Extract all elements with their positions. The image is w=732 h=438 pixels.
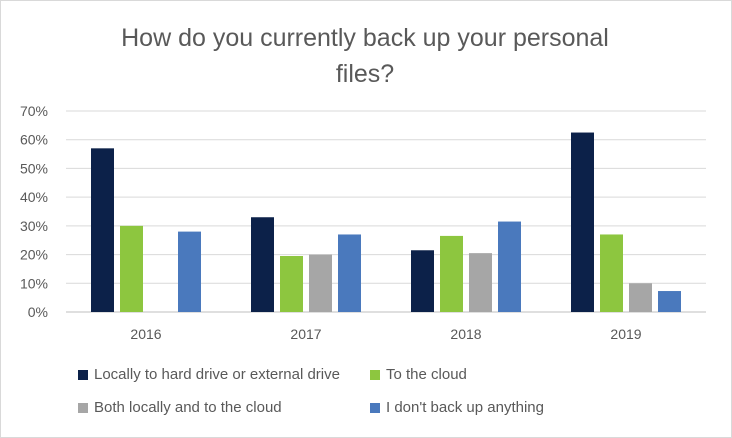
legend-item-cloud: To the cloud <box>370 366 467 383</box>
bar-2017-series-3 <box>338 234 361 312</box>
bar-2019-series-0 <box>571 132 594 312</box>
bar-2017-series-1 <box>280 256 303 312</box>
legend-item-local: Locally to hard drive or external drive <box>78 366 340 383</box>
bar-2017-series-0 <box>251 217 274 312</box>
y-tick-label: 60% <box>20 132 48 148</box>
legend-label-local: Locally to hard drive or external drive <box>94 366 340 383</box>
chart-title: How do you currently back up your person… <box>60 20 670 92</box>
legend-swatch-local <box>78 369 88 380</box>
x-tick-label-2018: 2018 <box>450 326 481 342</box>
y-tick-label: 0% <box>28 304 48 320</box>
legend-swatch-none <box>370 402 380 413</box>
bar-2016-series-0 <box>91 148 114 312</box>
y-tick-label: 40% <box>20 189 48 205</box>
y-tick-label: 10% <box>20 275 48 291</box>
bar-2017-series-2 <box>309 254 332 312</box>
bar-2019-series-3 <box>658 291 681 312</box>
legend-label-none: I don't back up anything <box>386 399 544 416</box>
bar-2019-series-2 <box>629 283 652 312</box>
bar-2016-series-3 <box>178 231 201 312</box>
legend-label-cloud: To the cloud <box>386 366 467 383</box>
bar-2016-series-1 <box>120 225 143 312</box>
bar-2018-series-2 <box>469 253 492 312</box>
y-tick-label: 50% <box>20 160 48 176</box>
bar-2018-series-3 <box>498 221 521 312</box>
x-tick-label-2017: 2017 <box>290 326 321 342</box>
y-tick-label: 20% <box>20 247 48 263</box>
chart-title-line-2: files? <box>335 60 395 88</box>
chart-title-line-1: How do you currently back up your person… <box>121 24 609 52</box>
bar-2018-series-0 <box>411 250 434 312</box>
x-tick-label-2016: 2016 <box>130 326 161 342</box>
y-tick-label: 70% <box>20 103 48 119</box>
legend-label-both: Both locally and to the cloud <box>94 399 282 416</box>
legend-swatch-cloud <box>370 369 380 380</box>
bar-2018-series-1 <box>440 235 463 312</box>
bar-2019-series-1 <box>600 234 623 312</box>
legend-item-both: Both locally and to the cloud <box>78 399 282 416</box>
x-tick-label-2019: 2019 <box>610 326 641 342</box>
legend-item-none: I don't back up anything <box>370 399 544 416</box>
legend-swatch-both <box>78 402 88 413</box>
y-tick-label: 30% <box>20 218 48 234</box>
